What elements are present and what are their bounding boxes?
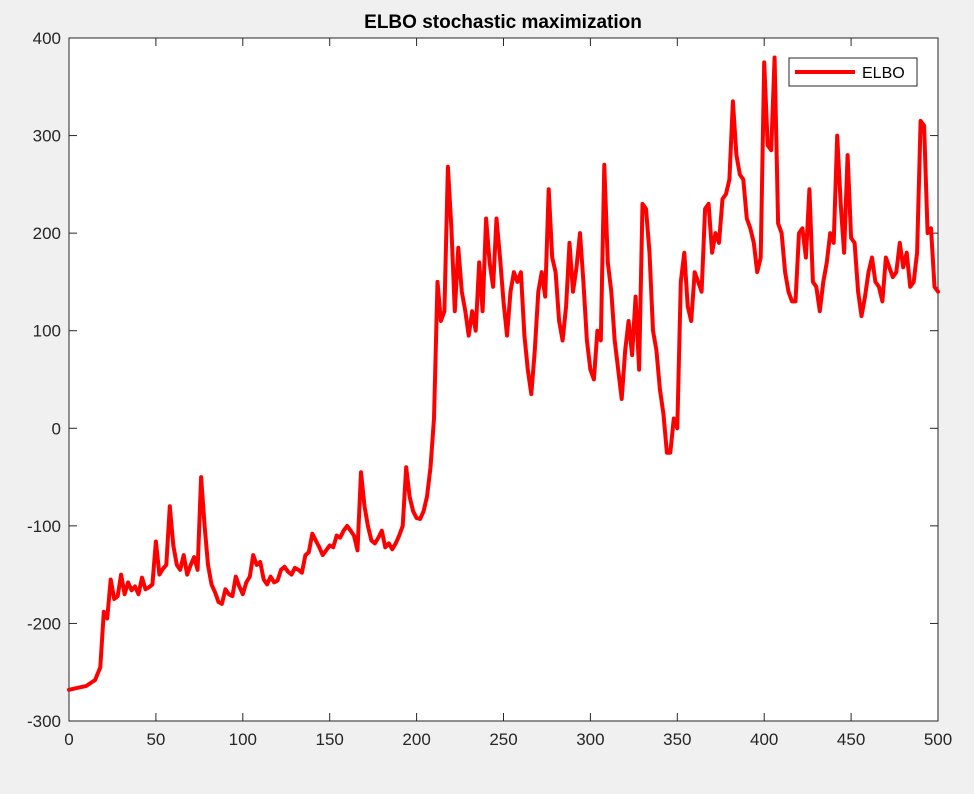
x-tick-label: 250 (489, 730, 517, 749)
x-tick-label: 0 (64, 730, 73, 749)
y-tick-label: -100 (27, 517, 61, 536)
y-tick-label: 400 (33, 29, 61, 48)
x-tick-label: 150 (316, 730, 344, 749)
y-tick-label: 0 (52, 419, 61, 438)
x-tick-label: 200 (402, 730, 430, 749)
y-tick-label: 300 (33, 127, 61, 146)
y-axis: -300 -200 -100 0 100 200 300 400 (27, 29, 938, 731)
series-line-elbo (67, 55, 940, 692)
y-tick-label: 100 (33, 322, 61, 341)
plot-area (68, 37, 939, 722)
y-tick-label: 200 (33, 224, 61, 243)
series-layer (67, 55, 940, 692)
x-tick-label: 500 (924, 730, 952, 749)
legend-label: ELBO (862, 65, 905, 82)
x-tick-label: 450 (837, 730, 865, 749)
x-tick-label: 350 (663, 730, 691, 749)
x-tick-label: 100 (229, 730, 257, 749)
y-tick-label: -300 (27, 712, 61, 731)
chart-title: ELBO stochastic maximization (364, 12, 642, 33)
x-axis: 0 50 100 150 200 250 300 350 400 450 500 (64, 38, 952, 749)
x-tick-label: 300 (576, 730, 604, 749)
x-tick-label: 50 (146, 730, 165, 749)
x-tick-label: 400 (750, 730, 778, 749)
y-tick-label: -200 (27, 614, 61, 633)
legend: ELBO (788, 57, 918, 87)
